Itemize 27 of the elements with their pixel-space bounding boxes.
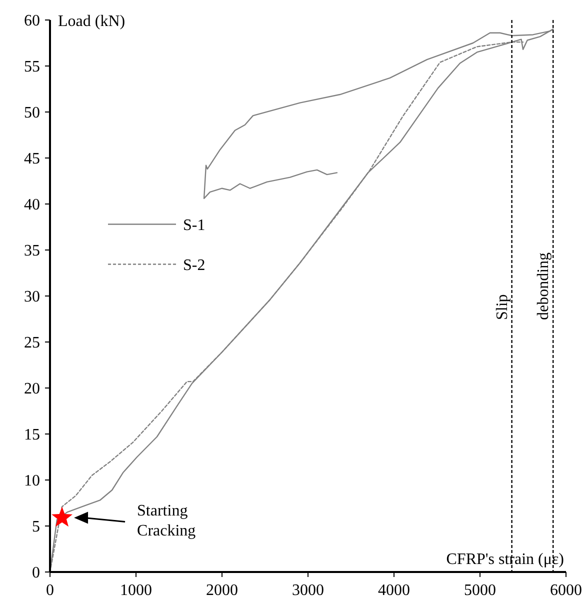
x-axis-title: CFRP's strain (με) <box>446 551 564 568</box>
y-tick-label: 55 <box>24 58 40 76</box>
ref-line-label: Slip <box>494 294 511 320</box>
y-tick-label: 5 <box>32 518 40 536</box>
legend-label: S-2 <box>183 256 206 274</box>
x-tick-label: 6000 <box>550 582 582 599</box>
y-tick-label: 35 <box>24 242 40 260</box>
y-tick-label: 15 <box>24 426 40 444</box>
y-tick-label: 50 <box>24 104 40 122</box>
ref-line-label: debonding <box>535 252 552 320</box>
annotation: Starting Cracking <box>137 502 196 540</box>
y-tick-label: 10 <box>24 472 40 490</box>
x-tick-label: 1000 <box>120 582 152 599</box>
y-tick-label: 30 <box>24 288 40 306</box>
x-tick-label: 0 <box>46 582 54 599</box>
x-tick-label: 4000 <box>378 582 410 599</box>
x-tick-label: 2000 <box>206 582 238 599</box>
y-tick-label: 45 <box>24 150 40 168</box>
legend-label: S-1 <box>183 216 206 234</box>
y-axis-title: Load (kN) <box>58 13 126 30</box>
y-tick-label: 40 <box>24 196 40 214</box>
y-tick-label: 25 <box>24 334 40 352</box>
x-tick-label: 3000 <box>292 582 324 599</box>
y-tick-label: 60 <box>24 12 40 30</box>
y-tick-label: 0 <box>32 564 40 582</box>
y-tick-label: 20 <box>24 380 40 398</box>
x-tick-label: 5000 <box>464 582 496 599</box>
